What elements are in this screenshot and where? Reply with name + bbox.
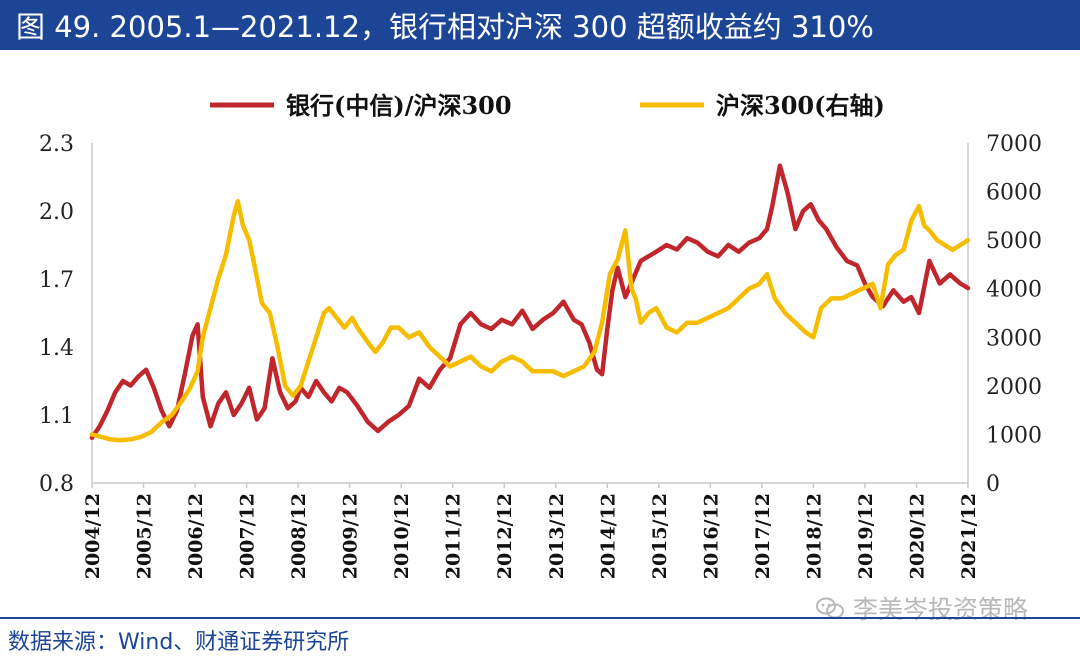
x-tick-label: 2006/12 xyxy=(185,493,207,579)
right-y-tick-label: 2000 xyxy=(986,375,1042,400)
right-y-tick-label: 1000 xyxy=(986,423,1042,448)
x-tick-label: 2014/12 xyxy=(597,493,619,579)
left-y-tick-label: 0.8 xyxy=(39,472,74,497)
left-y-tick-label: 2.3 xyxy=(39,132,74,157)
x-tick-label: 2012/12 xyxy=(494,493,516,579)
axes: 0.8 1.1 1.4 1.7 2.0 2.3 0 1000 2000 3000 4000 5000 6… xyxy=(39,132,1042,579)
left-y-tick-label: 1.7 xyxy=(39,268,74,293)
right-y-tick-label: 6000 xyxy=(986,181,1042,206)
legend-label: 银行(中信)/沪深300 xyxy=(286,91,512,120)
x-tick-label: 2013/12 xyxy=(546,493,568,579)
left-y-tick-label: 1.1 xyxy=(39,404,74,429)
x-tick-label: 2005/12 xyxy=(134,493,156,579)
legend: 银行(中信)/沪深300 沪深300(右轴) xyxy=(210,91,885,120)
x-tick-label: 2008/12 xyxy=(288,493,310,579)
right-y-tick-label: 4000 xyxy=(986,278,1042,303)
right-y-tick-label: 3000 xyxy=(986,326,1042,351)
footer-divider xyxy=(0,617,1080,619)
watermark: 李美岑投资策略 xyxy=(815,590,1028,626)
x-tick-label: 2007/12 xyxy=(237,493,259,579)
x-tick-label: 2009/12 xyxy=(340,493,362,579)
x-tick-label: 2004/12 xyxy=(82,493,104,579)
right-y-tick-label: 0 xyxy=(986,472,1000,497)
x-tick-label: 2021/12 xyxy=(958,493,980,579)
x-tick-label: 2015/12 xyxy=(649,493,671,579)
left-y-tick-label: 2.0 xyxy=(39,200,74,225)
x-tick-label: 2018/12 xyxy=(803,493,825,579)
x-tick-label: 2019/12 xyxy=(855,493,877,579)
x-tick-label: 2010/12 xyxy=(391,493,413,579)
x-tick-label: 2011/12 xyxy=(443,493,465,579)
series-line-bank-ratio xyxy=(89,163,971,440)
x-tick-label: 2016/12 xyxy=(700,493,722,579)
right-y-tick-label: 7000 xyxy=(986,132,1042,157)
wechat-icon xyxy=(816,597,844,619)
right-y-tick-label: 5000 xyxy=(986,229,1042,254)
x-tick-label: 2020/12 xyxy=(906,493,928,579)
left-y-tick-label: 1.4 xyxy=(39,336,74,361)
source-note: 数据来源：Wind、财通证券研究所 xyxy=(8,630,350,655)
x-tick-label: 2017/12 xyxy=(752,493,774,579)
series-line-csi300 xyxy=(89,199,971,443)
chart: 银行(中信)/沪深300 沪深300(右轴) 0.8 1.1 1.4 1.7 2.0 2.3… xyxy=(39,91,1042,579)
figure-title: 图 49. 2005.1—2021.12，银行相对沪深 300 超额收益约 31… xyxy=(0,0,1080,50)
legend-label: 沪深300(右轴) xyxy=(716,91,885,120)
series-layer xyxy=(89,163,971,443)
watermark-text: 李美岑投资策略 xyxy=(853,595,1029,624)
